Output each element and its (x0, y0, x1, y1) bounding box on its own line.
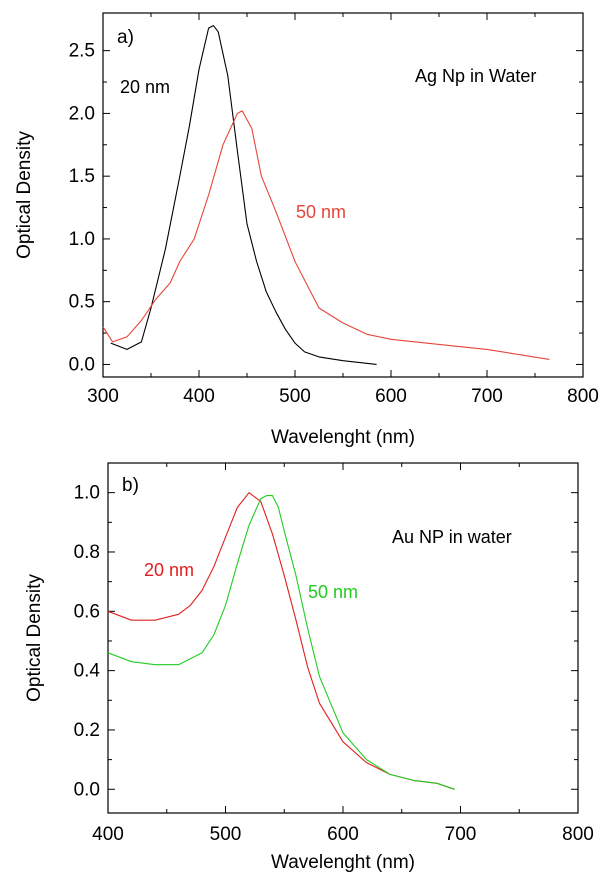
x-tick-label: 700 (445, 824, 477, 845)
panel-label: b) (122, 475, 139, 496)
y-tick-label: 0.4 (74, 661, 101, 682)
y-tick-label: 2.5 (69, 41, 95, 62)
x-tick-label: 400 (92, 824, 124, 845)
panel-label: a) (117, 27, 134, 48)
y-tick-label: 0.5 (69, 292, 95, 313)
chart-panel-1: 400 500 600 700 800 0.0 0.2 0.4 0.6 0.8 1.0 Wavelen… (24, 462, 594, 873)
y-tick-label: 0.8 (74, 542, 100, 563)
y-tick-label: 1.0 (74, 483, 100, 504)
series-line-1-1 (107, 495, 455, 790)
annotation-text: Ag Np in Water (415, 66, 536, 86)
x-axis-label: Wavelenght (nm) (271, 852, 415, 873)
y-tick-label: 2.0 (69, 103, 95, 124)
y-tick-label: 0.2 (74, 720, 100, 741)
series-line-1-0 (107, 492, 455, 790)
x-tick-label: 800 (562, 824, 594, 845)
y-tick-label: 1.5 (69, 166, 95, 187)
annotation-text: Au NP in water (392, 527, 512, 547)
series-label: 20 nm (144, 560, 194, 580)
x-tick-label: 500 (210, 824, 242, 845)
series-line-0-1 (102, 110, 550, 360)
x-axis-label: Wavelenght (nm) (271, 427, 415, 448)
series-label: 50 nm (296, 202, 346, 222)
x-tick-label: 600 (327, 824, 359, 845)
chart-panel-0: 300 400 500 600 700 800 0.0 0.5 1.0 1.5 2.0 2.5 Wave… (14, 12, 599, 448)
series-label: 20 nm (120, 77, 170, 97)
y-tick-label: 0.6 (74, 601, 100, 622)
x-tick-label: 500 (279, 386, 311, 407)
y-tick-label: 0.0 (74, 779, 100, 800)
x-tick-label: 800 (567, 386, 599, 407)
x-tick-label: 400 (183, 386, 215, 407)
x-tick-label: 700 (471, 386, 503, 407)
series-line-0-0 (110, 25, 377, 365)
x-tick-label: 300 (87, 386, 119, 407)
series-label: 50 nm (308, 582, 358, 602)
y-tick-label: 1.0 (69, 229, 95, 250)
x-tick-label: 600 (375, 386, 407, 407)
y-axis-label: Optical Density (24, 574, 45, 702)
y-tick-label: 0.0 (69, 354, 95, 375)
y-axis-label: Optical Density (14, 131, 35, 259)
